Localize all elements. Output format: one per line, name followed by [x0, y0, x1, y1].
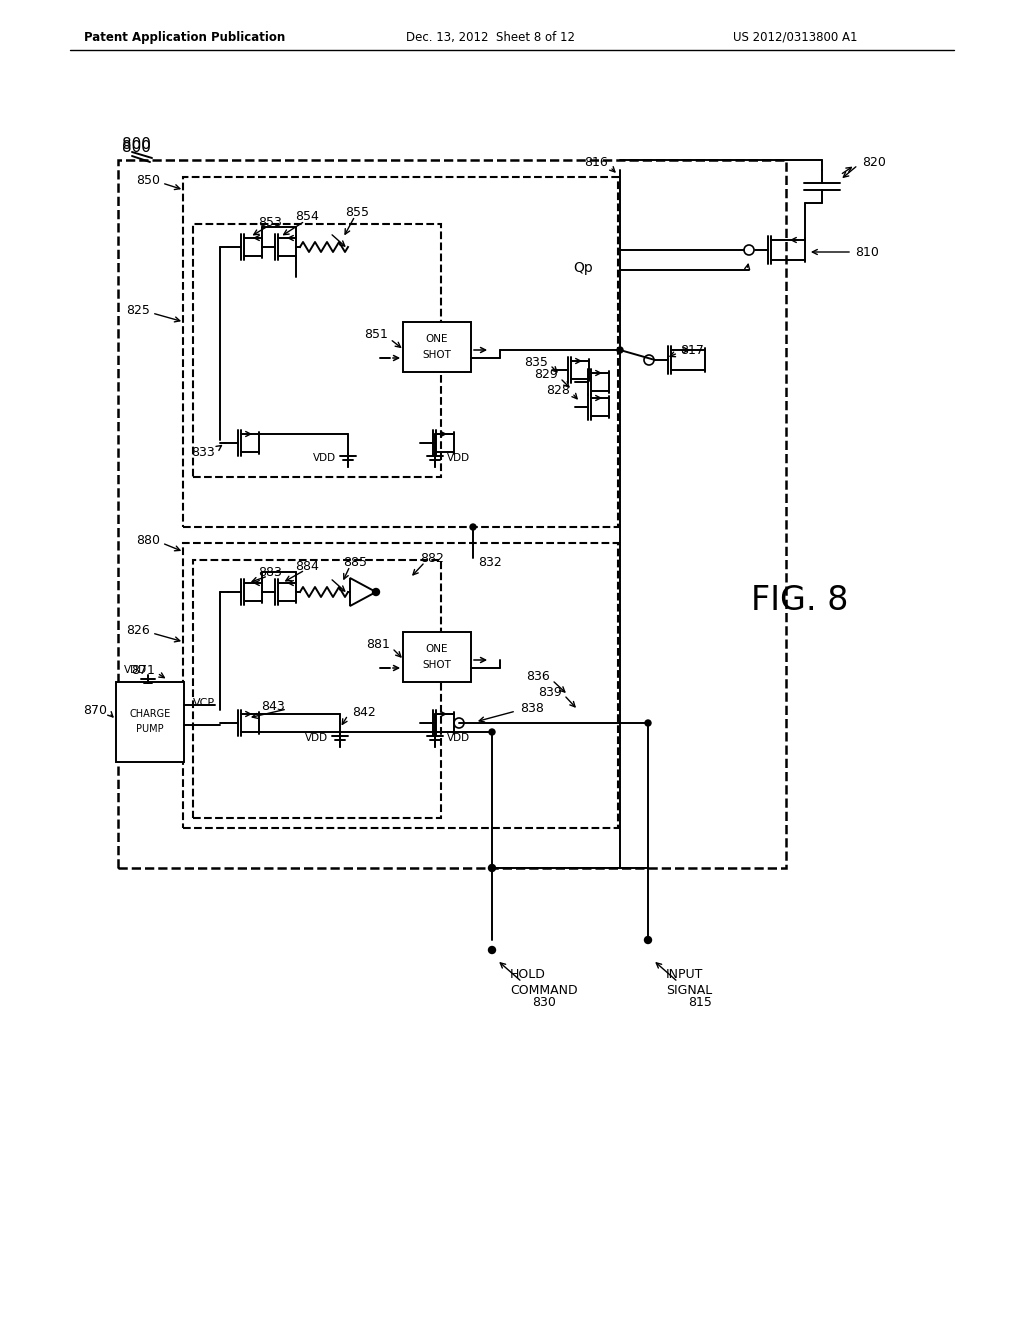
- Circle shape: [644, 936, 651, 944]
- Text: VCP: VCP: [193, 698, 215, 708]
- Text: US 2012/0313800 A1: US 2012/0313800 A1: [733, 30, 857, 44]
- Text: VDD: VDD: [305, 733, 328, 743]
- Text: INPUT: INPUT: [666, 969, 703, 982]
- Text: Qp: Qp: [573, 261, 593, 275]
- Text: 800: 800: [122, 140, 151, 156]
- Text: ONE: ONE: [426, 334, 449, 345]
- Text: 871: 871: [131, 664, 155, 676]
- Text: 843: 843: [261, 700, 285, 713]
- Text: 810: 810: [855, 246, 879, 259]
- Text: SIGNAL: SIGNAL: [666, 983, 713, 997]
- Text: 833: 833: [191, 446, 215, 458]
- Text: 885: 885: [343, 556, 367, 569]
- Text: 853: 853: [258, 215, 282, 228]
- Text: 850: 850: [136, 173, 160, 186]
- Circle shape: [488, 865, 496, 871]
- Text: Dec. 13, 2012  Sheet 8 of 12: Dec. 13, 2012 Sheet 8 of 12: [406, 30, 574, 44]
- Text: SHOT: SHOT: [423, 660, 452, 669]
- Bar: [116, 682, 184, 762]
- Text: 836: 836: [526, 671, 550, 684]
- Bar: [183, 543, 618, 828]
- Polygon shape: [350, 578, 376, 606]
- Text: 835: 835: [524, 355, 548, 368]
- Bar: [193, 224, 441, 477]
- Text: VDD: VDD: [124, 665, 147, 675]
- Bar: [193, 560, 441, 818]
- Text: 883: 883: [258, 565, 282, 578]
- Text: 815: 815: [688, 995, 712, 1008]
- Bar: [403, 632, 471, 682]
- Text: HOLD: HOLD: [510, 969, 546, 982]
- Circle shape: [645, 719, 651, 726]
- Text: 838: 838: [520, 701, 544, 714]
- Text: SHOT: SHOT: [423, 350, 452, 359]
- Bar: [403, 322, 471, 372]
- Text: VDD: VDD: [447, 453, 470, 463]
- Circle shape: [617, 347, 623, 352]
- Text: PUMP: PUMP: [136, 723, 164, 734]
- Bar: [183, 177, 618, 527]
- Text: 881: 881: [367, 638, 390, 651]
- Text: 882: 882: [420, 552, 443, 565]
- Text: 855: 855: [345, 206, 369, 219]
- Text: 880: 880: [136, 533, 160, 546]
- Text: 851: 851: [365, 329, 388, 342]
- Circle shape: [470, 524, 476, 531]
- Text: FIG. 8: FIG. 8: [752, 583, 849, 616]
- Circle shape: [373, 589, 380, 595]
- Text: 800: 800: [122, 137, 151, 152]
- Text: 842: 842: [352, 705, 376, 718]
- Text: 820: 820: [862, 156, 886, 169]
- Text: 832: 832: [478, 557, 502, 569]
- Text: 839: 839: [539, 685, 562, 698]
- Text: 816: 816: [585, 157, 608, 169]
- Text: 829: 829: [535, 368, 558, 381]
- Text: 826: 826: [126, 623, 150, 636]
- Text: 884: 884: [295, 560, 318, 573]
- Bar: [118, 160, 786, 869]
- Text: VDD: VDD: [313, 453, 336, 463]
- Circle shape: [489, 729, 495, 735]
- Text: 870: 870: [83, 704, 106, 717]
- Text: 828: 828: [546, 384, 570, 396]
- Text: CHARGE: CHARGE: [129, 709, 171, 719]
- Text: VDD: VDD: [447, 733, 470, 743]
- Text: 825: 825: [126, 304, 150, 317]
- Text: COMMAND: COMMAND: [510, 983, 578, 997]
- Circle shape: [488, 946, 496, 953]
- Text: 817: 817: [680, 343, 703, 356]
- Text: 830: 830: [532, 995, 556, 1008]
- Text: 854: 854: [295, 210, 318, 223]
- Text: Patent Application Publication: Patent Application Publication: [84, 30, 286, 44]
- Text: ONE: ONE: [426, 644, 449, 655]
